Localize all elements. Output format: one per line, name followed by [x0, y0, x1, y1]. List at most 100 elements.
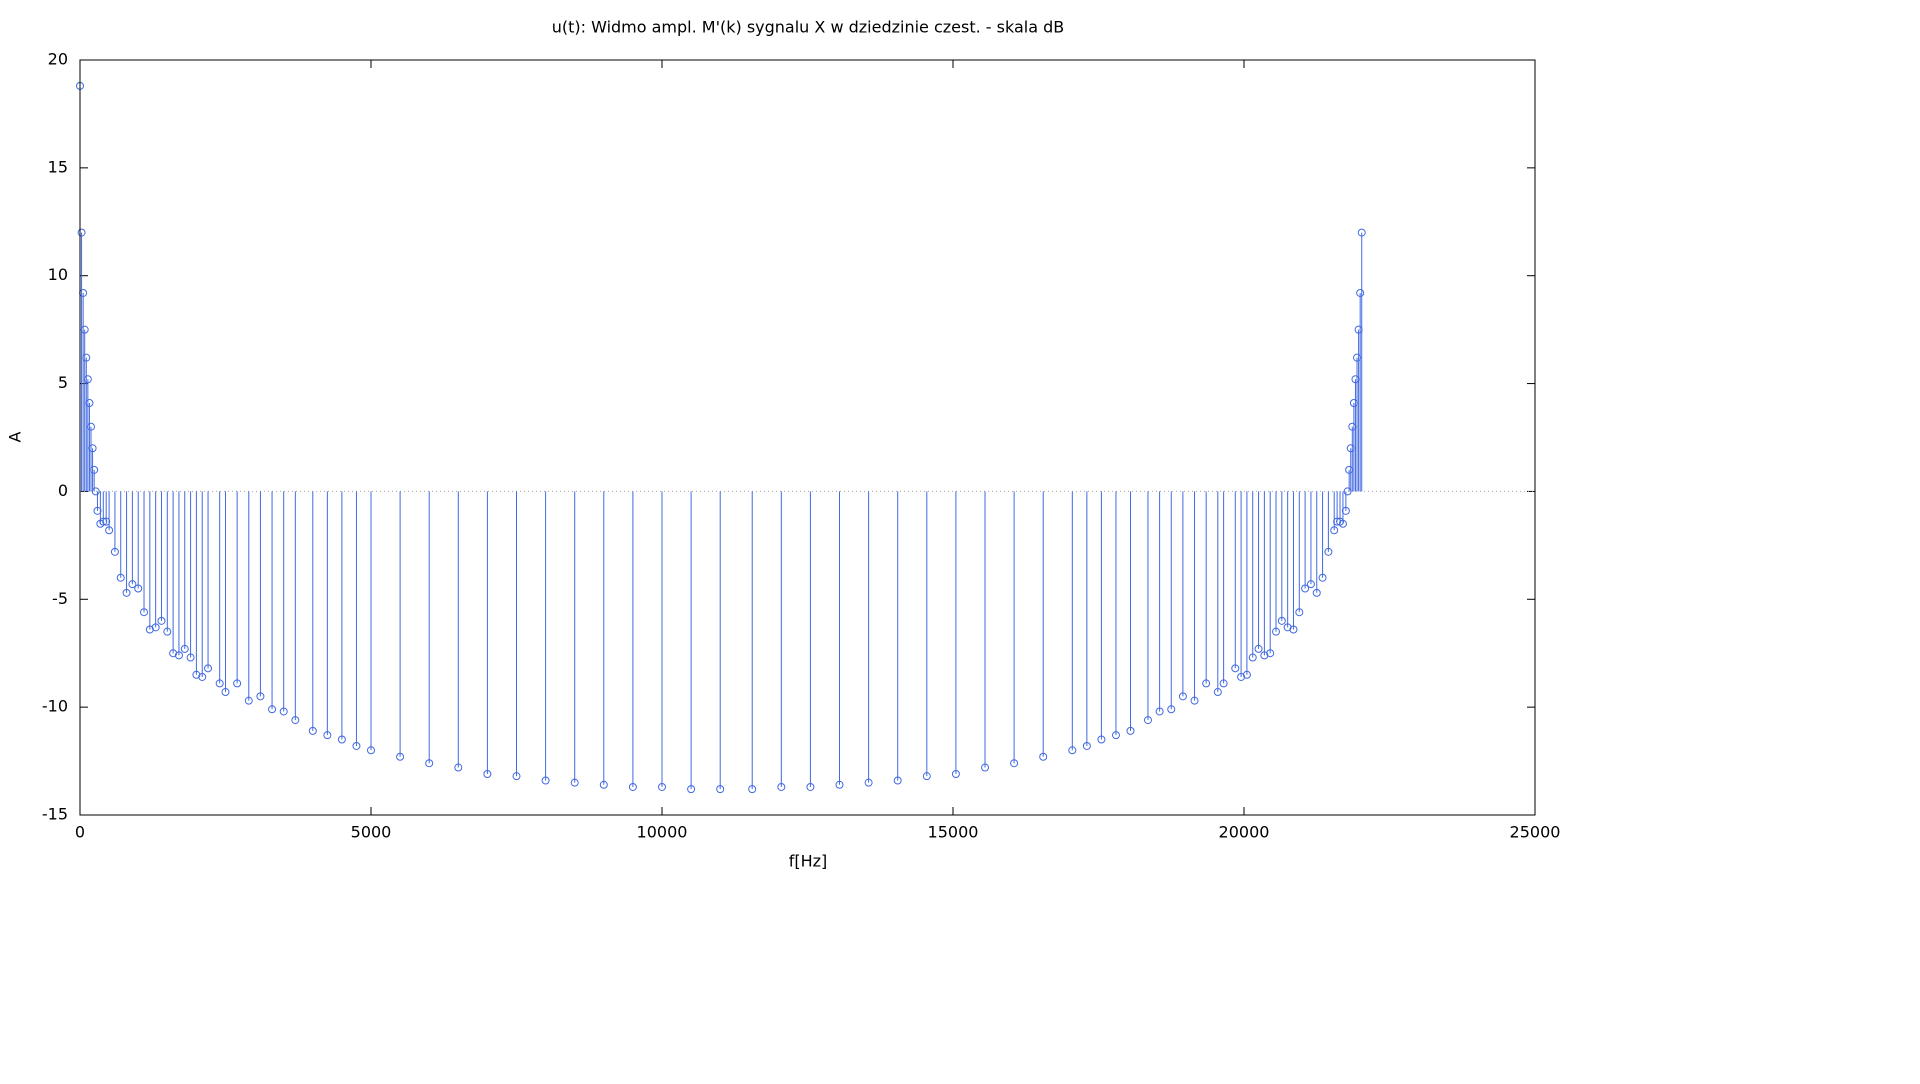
stem-marker: [1111, 731, 1120, 740]
stem-marker: [806, 782, 815, 791]
x-tick-label: 10000: [637, 823, 688, 842]
stem-marker: [425, 759, 434, 768]
stem-marker: [83, 375, 92, 384]
stem-marker: [1126, 726, 1135, 735]
stem-marker: [140, 608, 149, 617]
stem-marker: [93, 506, 102, 515]
y-tick-label: -15: [42, 805, 68, 824]
x-tick-label: 20000: [1219, 823, 1270, 842]
stem-marker: [1324, 547, 1333, 556]
stem-marker: [1357, 228, 1366, 237]
stem-marker: [233, 679, 242, 688]
stem-marker: [256, 692, 265, 701]
x-tick-label: 0: [75, 823, 85, 842]
stem-marker: [192, 670, 201, 679]
stem-marker: [323, 731, 332, 740]
stem-marker: [279, 707, 288, 716]
y-tick-label: -5: [52, 589, 68, 608]
stem-marker: [1343, 487, 1352, 496]
stem-marker: [1260, 651, 1269, 660]
stem-marker: [1338, 519, 1347, 528]
stem-marker: [687, 785, 696, 794]
stem-marker: [1330, 526, 1339, 535]
x-tick-label: 15000: [928, 823, 979, 842]
stem-marker: [367, 746, 375, 755]
stem-marker: [1242, 670, 1251, 679]
stem-marker: [90, 465, 99, 474]
stem-marker: [1272, 627, 1281, 636]
stem-marker: [268, 705, 277, 714]
y-tick-label: 20: [48, 50, 68, 69]
stem-marker: [1356, 288, 1365, 297]
stem-marker: [80, 325, 89, 334]
stem-marker: [1202, 679, 1211, 688]
stem-marker: [157, 616, 166, 625]
stem-marker: [1312, 588, 1321, 597]
stem-marker: [1178, 692, 1187, 701]
stem-marker: [893, 776, 902, 785]
stem-marker: [1248, 653, 1257, 662]
stem-marker: [82, 353, 91, 362]
stem-marker: [174, 651, 183, 660]
stem-marker: [1039, 752, 1048, 761]
stem-marker: [599, 780, 608, 789]
stem-marker: [483, 770, 492, 779]
stem-marker: [658, 782, 666, 791]
stem-marker: [981, 763, 990, 772]
y-tick-label: -10: [42, 697, 68, 716]
y-tick-label: 15: [48, 157, 68, 176]
stem-marker: [1167, 705, 1176, 714]
stem-marker: [291, 716, 300, 725]
x-tick-label: 25000: [1510, 823, 1561, 842]
stem-marker: [180, 644, 189, 653]
stem-marker: [1010, 759, 1019, 768]
stem-marker: [1082, 741, 1091, 750]
stem-marker: [352, 741, 361, 750]
y-tick-label: 10: [48, 265, 68, 284]
stem-marker: [116, 573, 125, 582]
stem-marker: [186, 653, 195, 662]
stem-marker: [128, 580, 137, 589]
stem-marker: [1190, 696, 1199, 705]
stem-marker: [198, 672, 207, 681]
chart-title: u(t): Widmo ampl. M'(k) sygnalu X w dzie…: [552, 18, 1065, 37]
stem-marker: [1306, 580, 1315, 589]
y-tick-label: 5: [58, 373, 68, 392]
y-tick-label: 0: [58, 481, 68, 500]
stem-marker: [88, 444, 97, 453]
stem-marker: [102, 517, 111, 526]
stem-marker: [1219, 679, 1228, 688]
stem-marker: [91, 487, 100, 496]
stem-marker: [1318, 573, 1327, 582]
stem-marker: [151, 623, 160, 632]
stem-marker: [1254, 644, 1263, 653]
stem-marker: [134, 584, 143, 593]
x-axis-label: f[Hz]: [789, 852, 828, 871]
stem-marker: [396, 752, 405, 761]
y-axis-label: A: [6, 431, 25, 442]
stem-marker: [1155, 707, 1164, 716]
stem-marker: [454, 763, 463, 772]
stem-marker: [99, 517, 108, 526]
stem-marker: [512, 772, 521, 781]
stem-marker: [1068, 746, 1077, 755]
stem-marker: [145, 625, 154, 634]
stem-marker: [1143, 716, 1152, 725]
stem-marker: [85, 398, 94, 407]
stem-marker: [1097, 735, 1106, 744]
stem-marker: [1301, 584, 1310, 593]
stem-marker: [864, 778, 873, 787]
x-tick-label: 5000: [351, 823, 392, 842]
stem-marker: [337, 735, 346, 744]
stem-marker: [777, 782, 786, 791]
stem-marker: [77, 228, 86, 237]
stem-marker: [169, 649, 178, 658]
stem-marker: [1266, 649, 1275, 658]
stem-marker: [748, 785, 757, 794]
stem-marker: [308, 726, 317, 735]
stem-marker: [570, 778, 579, 787]
stem-marker: [215, 679, 224, 688]
stem-marker: [110, 547, 119, 556]
stem-marker: [105, 526, 114, 535]
